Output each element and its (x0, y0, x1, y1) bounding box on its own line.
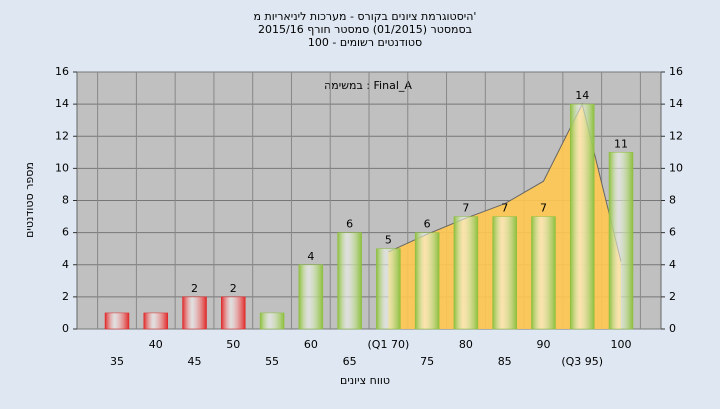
bar (259, 312, 285, 330)
y-tick-label: 16 (55, 65, 69, 78)
x-tick-label: (Q3 95) (561, 355, 603, 368)
x-tick-label: (Q1 70) (368, 338, 410, 351)
data-label: 11 (614, 137, 628, 150)
bar (376, 248, 401, 330)
y2-tick-label: 0 (669, 322, 676, 335)
y2-tick-label: 6 (669, 226, 676, 239)
x-tick-label: 40 (149, 338, 163, 351)
bar (492, 216, 517, 330)
x-tick-label: 100 (611, 338, 632, 351)
y-tick-label: 0 (62, 322, 69, 335)
y-tick-label: 2 (62, 290, 69, 303)
y2-tick-label: 2 (669, 290, 676, 303)
x-tick-label: 55 (265, 355, 279, 368)
bar (569, 103, 595, 330)
y-tick-label: 14 (55, 97, 69, 110)
bar (414, 232, 440, 330)
y2-tick-label: 14 (669, 97, 683, 110)
data-label: 7 (540, 202, 547, 215)
data-label: 6 (424, 218, 431, 231)
data-label: 4 (307, 250, 314, 263)
bar (143, 312, 169, 330)
x-tick-label: 45 (188, 355, 202, 368)
y2-tick-label: 10 (669, 161, 683, 174)
bar (221, 296, 246, 330)
x-tick-label: 60 (304, 338, 318, 351)
x-tick-label: 75 (420, 355, 434, 368)
y2-tick-label: 16 (669, 65, 683, 78)
y2-tick-label: 12 (669, 129, 683, 142)
bar (104, 312, 130, 330)
chart-subtitle: סטודנטים רשומים - 100 (308, 36, 422, 49)
y-tick-label: 8 (62, 194, 69, 207)
x-tick-label: 90 (536, 338, 550, 351)
chart-subtitle: בסמסטר (01/2015) סמסטר חורף 2015/16 (258, 23, 472, 36)
x-tick-label: 65 (343, 355, 357, 368)
data-label: 14 (575, 89, 589, 102)
y-tick-label: 4 (62, 258, 69, 271)
bar (531, 216, 556, 330)
data-label: 6 (346, 218, 353, 231)
x-tick-label: 50 (226, 338, 240, 351)
y-tick-label: 6 (62, 226, 69, 239)
x-tick-label: 80 (459, 338, 473, 351)
data-label: 2 (230, 282, 237, 295)
x-tick-label: 35 (110, 355, 124, 368)
data-label: 7 (462, 202, 469, 215)
bar (337, 232, 362, 330)
y-tick-label: 12 (55, 129, 69, 142)
bar (453, 216, 479, 330)
data-label: 5 (385, 234, 392, 247)
bar (182, 296, 207, 330)
bar (608, 152, 634, 330)
y-tick-label: 10 (55, 161, 69, 174)
data-label: 7 (501, 202, 508, 215)
bar (298, 264, 324, 330)
annotation: במשימה : Final_A (324, 79, 412, 92)
y2-tick-label: 8 (669, 194, 676, 207)
data-label: 2 (191, 282, 198, 295)
y-axis-label: מספר סטודנטים (23, 162, 36, 238)
chart-title: היסטוגרמת ציונים בקורס - מערכות ליניאריו… (254, 10, 477, 23)
y2-tick-label: 4 (669, 258, 676, 271)
x-tick-label: 85 (498, 355, 512, 368)
x-axis-label: טווח ציונים (340, 374, 390, 387)
